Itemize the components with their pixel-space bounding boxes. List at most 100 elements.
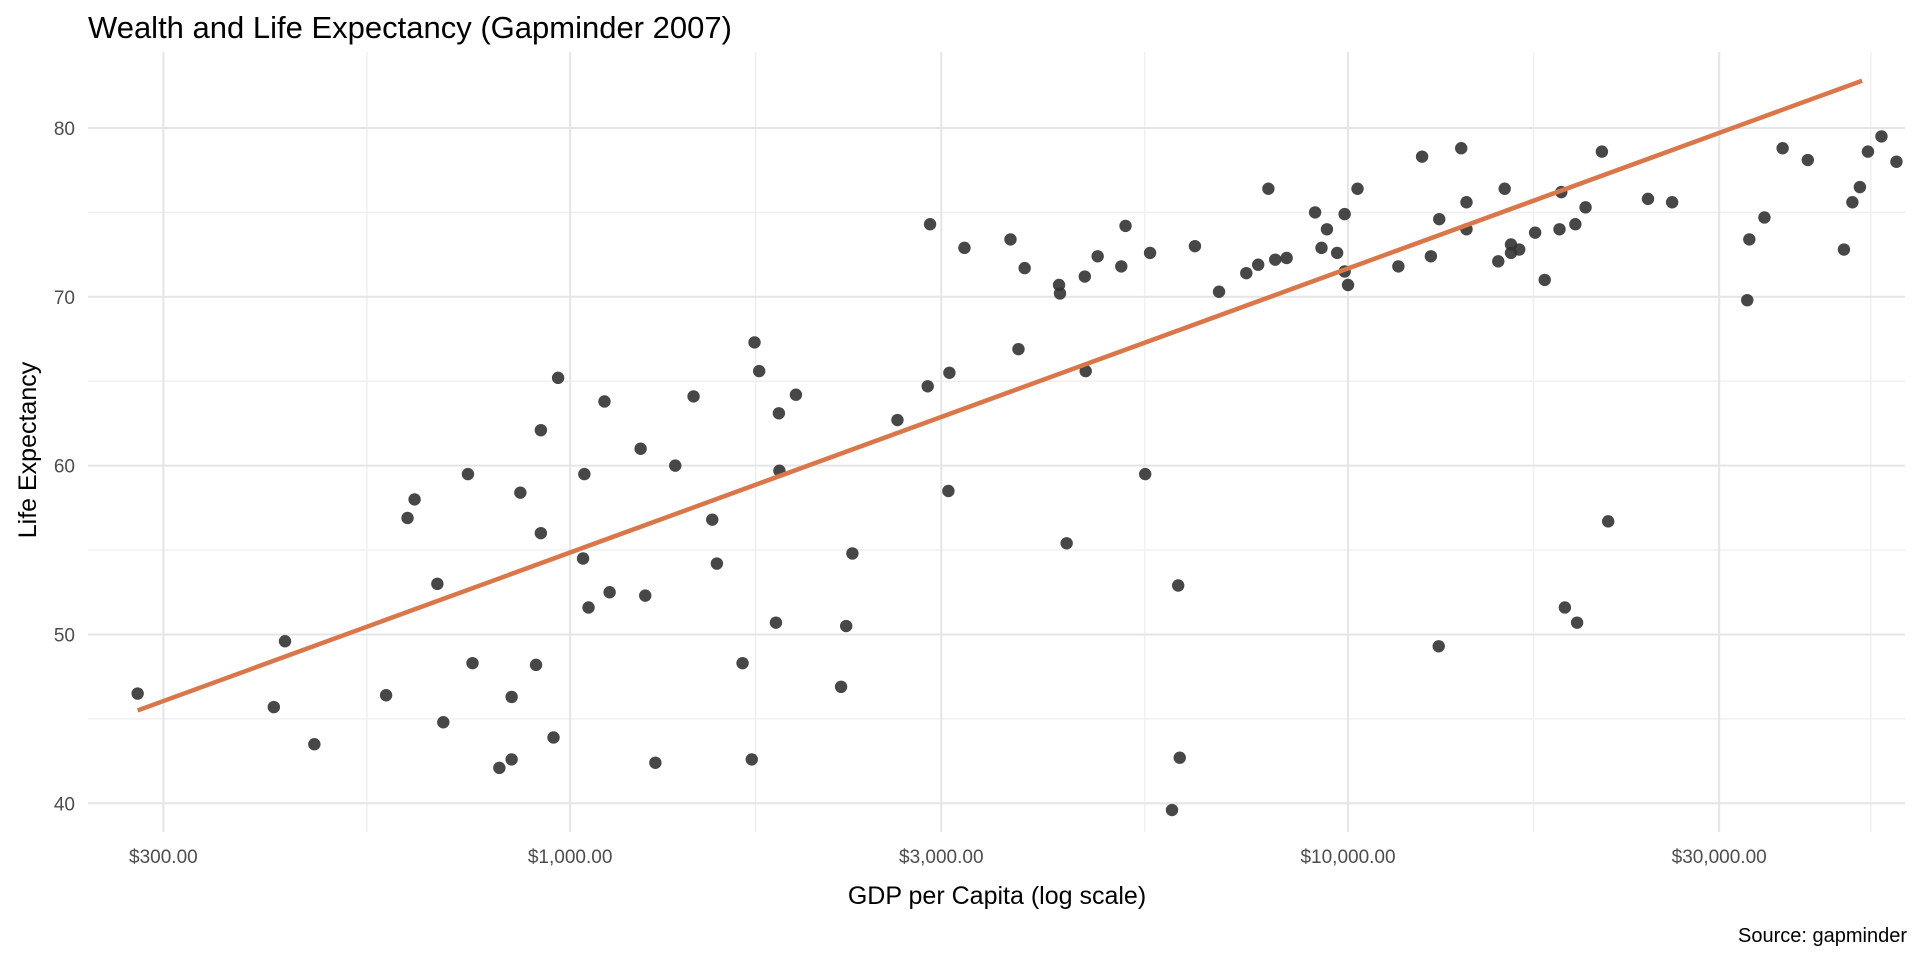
data-point: [1558, 601, 1572, 614]
x-tick-label: $3,000.00: [899, 847, 984, 868]
data-point: [1538, 273, 1551, 287]
data-point: [534, 526, 548, 540]
data-point: [1143, 246, 1157, 260]
data-point: [1498, 182, 1511, 195]
data-point: [1341, 278, 1355, 292]
x-axis-tick-labels: $300.00 $1,000.00 $3,000.00 $10,000.00 $30,0…: [129, 847, 1767, 868]
data-point: [1415, 150, 1429, 163]
data-point: [891, 413, 904, 427]
data-point: [745, 753, 758, 766]
y-axis-tick-labels: 40 50 60 70 80: [54, 119, 75, 815]
data-point: [789, 388, 803, 401]
x-axis-title: GDP per Capita (log scale): [848, 882, 1146, 910]
data-point: [505, 753, 518, 766]
data-point: [1091, 250, 1104, 263]
data-point: [598, 395, 611, 408]
data-point: [1875, 130, 1888, 143]
data-point: [942, 484, 955, 498]
data-point: [1240, 266, 1253, 280]
data-point: [1432, 640, 1445, 653]
data-point: [1861, 145, 1875, 158]
data-point: [267, 700, 281, 714]
data-point: [649, 756, 662, 769]
x-tick-label: $10,000.00: [1300, 847, 1395, 868]
data-point: [1743, 233, 1756, 246]
data-point: [1665, 196, 1679, 209]
data-point: [278, 635, 292, 648]
data-point: [1776, 142, 1789, 155]
data-point: [1173, 751, 1186, 764]
data-point: [1528, 226, 1542, 239]
data-point: [1758, 211, 1771, 224]
data-point: [1320, 223, 1334, 236]
data-point: [308, 738, 321, 751]
data-point: [710, 557, 724, 570]
source-caption: Source: gapminder: [1738, 925, 1907, 947]
data-point: [769, 616, 783, 629]
data-point: [748, 336, 761, 349]
data-point: [514, 486, 527, 499]
data-point: [1513, 243, 1526, 256]
data-point: [1018, 261, 1031, 275]
data-point: [1269, 253, 1282, 266]
data-point: [1079, 364, 1092, 378]
data-point: [576, 552, 590, 565]
data-point: [551, 371, 565, 385]
data-point: [437, 716, 450, 729]
data-point: [1424, 250, 1438, 263]
data-point: [1004, 233, 1017, 246]
data-point: [669, 459, 682, 472]
data-point: [1801, 153, 1815, 167]
data-point: [1846, 196, 1859, 209]
data-point: [846, 547, 859, 560]
chart-title: Wealth and Life Expectancy (Gapminder 20…: [88, 10, 732, 45]
gridlines: [88, 52, 1905, 832]
data-point: [1315, 241, 1328, 255]
data-point: [839, 619, 853, 633]
data-point: [529, 658, 543, 672]
data-point: [1492, 255, 1505, 268]
data-point: [534, 423, 548, 437]
data-point: [1741, 293, 1754, 307]
data-point: [1212, 285, 1226, 298]
data-point: [1308, 206, 1322, 219]
y-tick-label: 50: [54, 625, 75, 646]
data-point: [505, 690, 518, 704]
data-point: [1119, 219, 1132, 233]
data-point: [1280, 251, 1293, 265]
data-point: [1115, 260, 1128, 273]
data-point: [1188, 239, 1202, 253]
data-point: [687, 390, 700, 403]
y-tick-label: 70: [54, 288, 75, 309]
data-point: [408, 493, 421, 506]
data-point: [1078, 270, 1092, 283]
data-point: [1455, 142, 1468, 155]
data-point: [923, 218, 937, 231]
x-tick-label: $30,000.00: [1672, 847, 1767, 868]
data-point: [958, 241, 971, 255]
data-point: [943, 366, 956, 379]
data-point: [706, 513, 719, 526]
data-point: [1012, 342, 1025, 356]
data-point: [1553, 223, 1566, 236]
data-point: [379, 689, 393, 702]
data-point: [634, 442, 647, 455]
data-point: [1579, 201, 1592, 214]
x-tick-label: $1,000.00: [528, 847, 613, 868]
data-point: [547, 731, 560, 744]
data-point: [1890, 155, 1903, 168]
data-point: [1351, 182, 1364, 195]
data-point: [1837, 243, 1851, 256]
data-point: [582, 601, 595, 614]
data-point: [1330, 246, 1344, 260]
data-point: [1595, 145, 1609, 158]
data-point: [1138, 467, 1152, 481]
data-point: [1853, 180, 1867, 194]
data-point: [921, 380, 934, 393]
y-tick-label: 60: [54, 457, 75, 478]
data-point: [736, 656, 749, 670]
data-points: [131, 130, 1903, 817]
data-point: [401, 511, 414, 525]
data-point: [1570, 616, 1584, 629]
